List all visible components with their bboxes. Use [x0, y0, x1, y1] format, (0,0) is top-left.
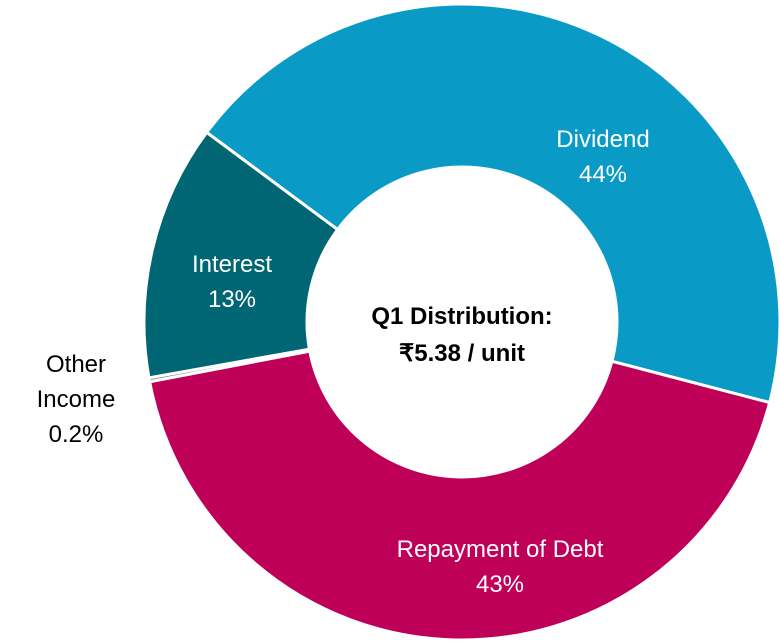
chart-subtitle: ₹5.38 / unit [399, 340, 525, 367]
slice-label: Dividend 44% [503, 122, 703, 192]
value-label: 44% [578, 161, 628, 188]
category-label: Dividend [556, 126, 650, 153]
center-label: Q1 Distribution: ₹5.38 / unit [371, 298, 552, 372]
category-label: Other Income [36, 351, 116, 413]
slice [204, 2, 780, 405]
slice [142, 130, 340, 380]
slice-label: Other Income 0.2% [26, 347, 126, 452]
chart-title: Q1 Distribution: [371, 303, 553, 330]
value-label: 43% [475, 571, 525, 598]
category-label: Repayment of Debt [396, 536, 604, 563]
category-label: Interest [191, 251, 273, 278]
slice-label: Interest 13% [162, 247, 302, 317]
slice-label: Repayment of Debt 43% [340, 532, 660, 602]
slice [147, 349, 772, 642]
value-label: 13% [207, 286, 257, 313]
value-label: 0.2% [48, 421, 104, 448]
